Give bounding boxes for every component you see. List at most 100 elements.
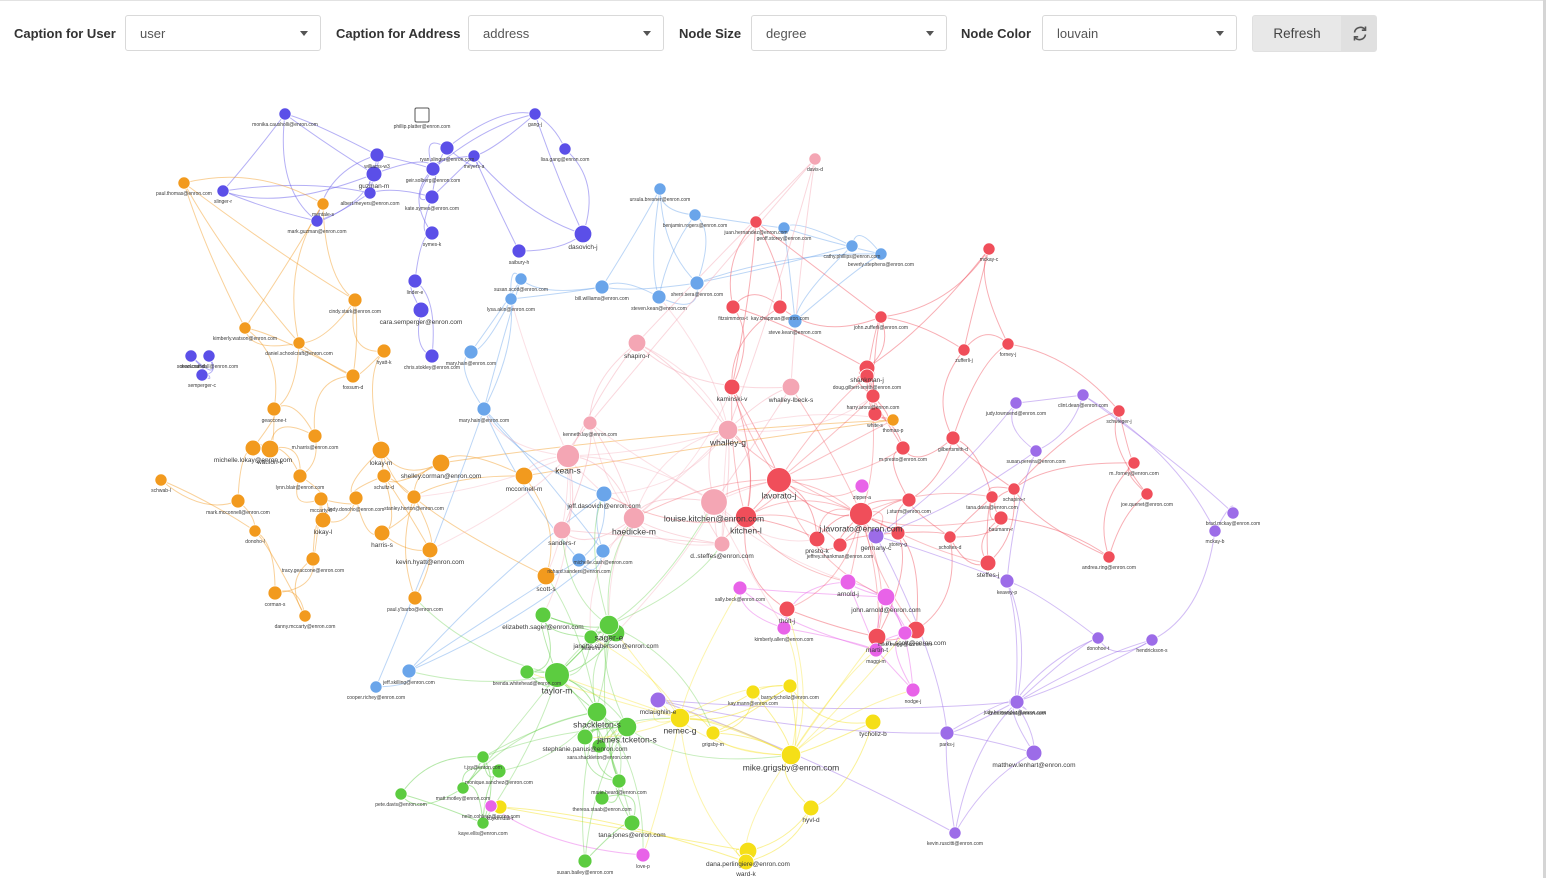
graph-node-n9[interactable] <box>425 161 441 177</box>
graph-node-n162[interactable] <box>635 847 651 863</box>
graph-node-n105[interactable] <box>867 527 885 545</box>
graph-node-n42[interactable] <box>627 333 647 353</box>
graph-node-n66[interactable] <box>1029 444 1043 458</box>
graph-node-n117[interactable] <box>839 573 857 591</box>
node-color-select[interactable]: louvain <box>1042 15 1237 51</box>
graph-node-n28[interactable] <box>514 272 528 286</box>
graph-node-n128[interactable] <box>897 625 913 641</box>
graph-node-n96[interactable] <box>348 490 364 506</box>
graph-node-n71[interactable] <box>307 428 323 444</box>
graph-node-n26[interactable] <box>982 242 996 256</box>
graph-node-n23[interactable] <box>808 152 822 166</box>
graph-node-n19[interactable] <box>653 182 667 196</box>
graph-node-n166[interactable] <box>890 525 906 541</box>
graph-node-n159[interactable] <box>623 814 641 832</box>
graph-node-n62[interactable] <box>717 419 739 441</box>
graph-node-n106[interactable] <box>808 530 826 548</box>
graph-node-n129[interactable] <box>868 642 884 658</box>
graph-node-n54[interactable] <box>781 377 801 397</box>
caption-user-select[interactable]: user <box>125 15 321 51</box>
graph-node-n29[interactable] <box>347 292 363 308</box>
graph-node-n49[interactable] <box>195 368 209 382</box>
graph-node-n134[interactable] <box>401 663 417 679</box>
graph-node-n84[interactable] <box>1007 482 1021 496</box>
graph-node-n93[interactable] <box>552 520 572 540</box>
graph-node-n113[interactable] <box>267 585 283 601</box>
graph-node-n72[interactable] <box>431 453 451 473</box>
graph-node-n51[interactable] <box>202 349 216 363</box>
graph-node-n46[interactable] <box>957 343 971 357</box>
graph-node-n39[interactable] <box>238 321 252 335</box>
graph-node-n67[interactable] <box>1127 456 1141 470</box>
graph-node-n16[interactable] <box>424 225 440 241</box>
graph-node-n154[interactable] <box>394 787 408 801</box>
graph-node-n4[interactable] <box>369 147 385 163</box>
graph-node-n163[interactable] <box>737 853 755 871</box>
graph-node-n13[interactable] <box>424 189 440 205</box>
graph-node-n21[interactable] <box>749 215 763 229</box>
graph-node-n64[interactable] <box>886 413 900 427</box>
graph-node-n108[interactable] <box>979 554 997 572</box>
graph-node-n61[interactable] <box>582 415 598 431</box>
graph-node-n58[interactable] <box>1112 404 1126 418</box>
graph-node-n83[interactable] <box>901 492 917 508</box>
graph-node-n158[interactable] <box>594 790 610 806</box>
graph-node-n160[interactable] <box>577 853 593 869</box>
graph-node-n101[interactable] <box>314 511 332 529</box>
graph-node-n7[interactable] <box>558 142 572 156</box>
graph-node-n115[interactable] <box>298 609 312 623</box>
graph-node-n116[interactable] <box>536 566 556 586</box>
graph-node-n141[interactable] <box>864 713 882 731</box>
graph-node-n145[interactable] <box>591 738 607 754</box>
graph-node-n43[interactable] <box>463 344 479 360</box>
graph-node-n12[interactable] <box>363 186 377 200</box>
graph-node-n167[interactable] <box>1025 744 1043 762</box>
graph-node-n164[interactable] <box>802 799 820 817</box>
graph-node-n157[interactable] <box>611 773 627 789</box>
graph-node-n168[interactable] <box>1009 694 1025 710</box>
graph-node-n76[interactable] <box>154 473 168 487</box>
graph-node-n137[interactable] <box>576 728 594 746</box>
graph-node-n18[interactable] <box>511 243 527 259</box>
graph-node-n73[interactable] <box>514 466 534 486</box>
graph-node-n80[interactable] <box>849 502 873 526</box>
graph-node-n146[interactable] <box>616 716 638 738</box>
graph-node-n40[interactable] <box>292 336 306 350</box>
graph-node-n103[interactable] <box>595 543 611 559</box>
graph-node-n25[interactable] <box>874 247 888 261</box>
graph-node-n1[interactable] <box>278 107 292 121</box>
caption-address-select[interactable]: address <box>468 15 664 51</box>
graph-node-n10[interactable] <box>177 176 191 190</box>
graph-node-n31[interactable] <box>594 279 610 295</box>
graph-node-n41[interactable] <box>376 343 392 359</box>
graph-node-n85[interactable] <box>985 490 999 504</box>
graph-node-n142[interactable] <box>782 678 798 694</box>
graph-node-n131[interactable] <box>1145 633 1159 647</box>
graph-node-n81[interactable] <box>854 478 870 494</box>
graph-node-n152[interactable] <box>456 781 470 795</box>
graph-node-n44[interactable] <box>424 348 440 364</box>
scrollbar-track[interactable] <box>1543 0 1546 878</box>
graph-node-n125[interactable] <box>776 620 792 636</box>
graph-node-n68[interactable] <box>260 439 280 459</box>
graph-node-n11[interactable] <box>216 184 230 198</box>
graph-node-n165[interactable] <box>948 826 962 840</box>
graph-node-n140[interactable] <box>745 684 761 700</box>
graph-node-n34[interactable] <box>651 289 667 305</box>
graph-node-n5[interactable] <box>439 140 455 156</box>
graph-node-n100[interactable] <box>373 524 391 542</box>
graph-node-n144[interactable] <box>780 744 802 766</box>
graph-node-n78[interactable] <box>700 488 728 516</box>
refresh-icon-button[interactable] <box>1341 15 1377 52</box>
graph-node-n107[interactable] <box>713 535 731 553</box>
graph-node-n130[interactable] <box>1091 631 1105 645</box>
graph-node-n118[interactable] <box>732 580 748 596</box>
graph-node-n94[interactable] <box>292 468 308 484</box>
graph-node-n55[interactable] <box>723 378 741 396</box>
graph-node-n98[interactable] <box>248 524 262 538</box>
graph-node-n91[interactable] <box>595 485 613 503</box>
graph-node-n79[interactable] <box>735 505 758 528</box>
graph-node-n149[interactable] <box>939 725 955 741</box>
graph-node-n88[interactable] <box>1226 506 1240 520</box>
graph-node-n123[interactable] <box>534 606 552 624</box>
